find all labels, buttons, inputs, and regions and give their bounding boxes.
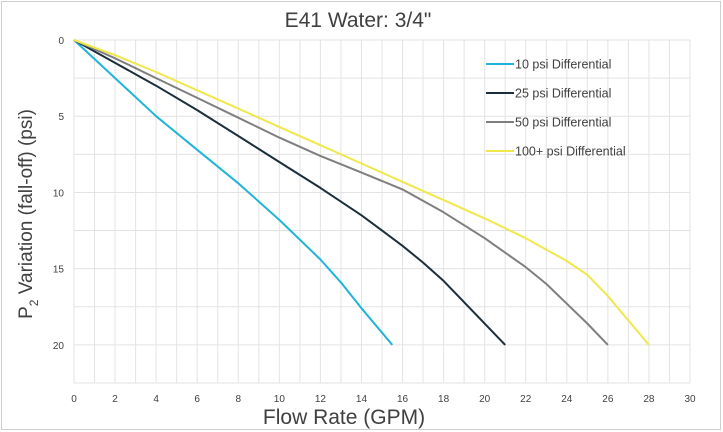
x-tick-label: 0: [71, 394, 77, 405]
x-tick-label: 26: [602, 394, 614, 405]
x-tick-label: 24: [561, 394, 573, 405]
legend: 10 psi Differential 25 psi Differential 50…: [486, 58, 626, 159]
y-axis-label-subscript: 2: [27, 299, 41, 306]
y-tick-labels: 0 5 10 15 20: [53, 36, 65, 352]
chart-title: E41 Water: 3/4": [285, 9, 432, 32]
x-tick-label: 8: [235, 394, 241, 405]
x-tick-label: 28: [643, 394, 655, 405]
x-axis-label: Flow Rate (GPM): [263, 406, 425, 429]
x-tick-label: 2: [112, 394, 118, 405]
x-tick-label: 16: [397, 394, 409, 405]
x-tick-label: 20: [479, 394, 491, 405]
y-axis-label-rest: Variation (fall-off) (psi): [16, 109, 37, 299]
x-tick-labels: 0 2 4 6 8 10 12 14 16 18 20 22 24 26 28 30: [71, 394, 696, 405]
x-tick-label: 30: [684, 394, 696, 405]
y-tick-label: 20: [53, 341, 65, 352]
x-tick-label: 12: [315, 394, 327, 405]
y-tick-label: 10: [53, 188, 65, 199]
legend-label-4: 100+ psi Differential: [515, 145, 626, 159]
x-tick-label: 14: [356, 394, 368, 405]
legend-label-3: 50 psi Differential: [515, 116, 611, 130]
y-axis-label: P2 Variation (fall-off) (psi): [16, 109, 41, 319]
legend-label-2: 25 psi Differential: [515, 87, 611, 101]
series-lines: [73, 39, 650, 346]
x-tick-label: 6: [194, 394, 200, 405]
legend-label-1: 10 psi Differential: [515, 58, 611, 72]
series-line-1: [73, 39, 394, 346]
y-tick-label: 5: [58, 112, 64, 123]
y-tick-label: 0: [58, 36, 64, 47]
series-line-2: [73, 39, 506, 346]
x-tick-label: 4: [153, 394, 159, 405]
x-tick-label: 18: [438, 394, 450, 405]
y-axis-label-prefix: P: [16, 306, 37, 319]
series-line-3: [73, 39, 609, 346]
series-line-4: [73, 39, 650, 346]
x-tick-label: 22: [520, 394, 532, 405]
x-tick-label: 10: [274, 394, 286, 405]
y-tick-label: 15: [53, 265, 65, 276]
